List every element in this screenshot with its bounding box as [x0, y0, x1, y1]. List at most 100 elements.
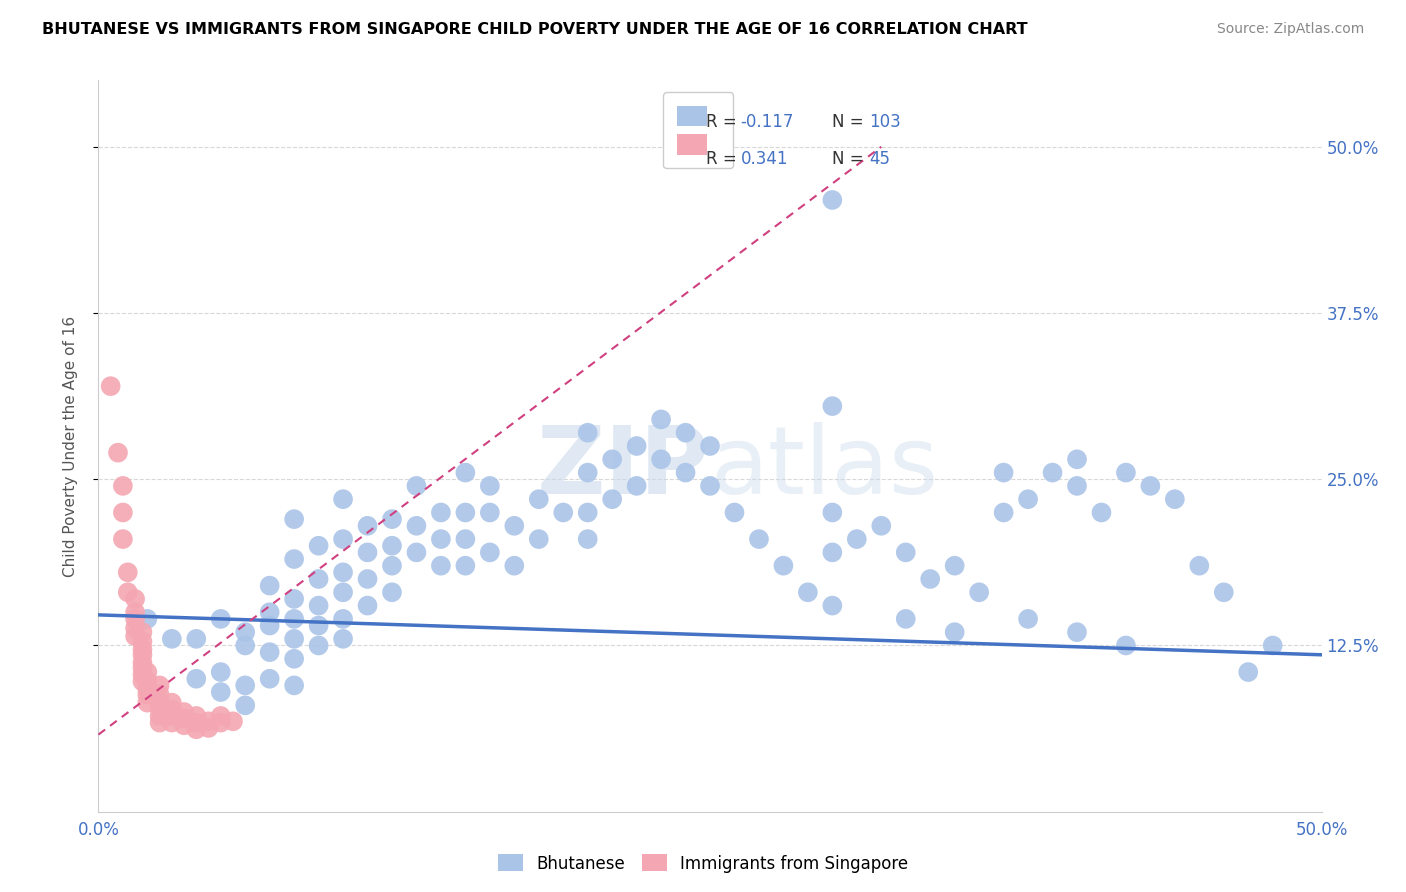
- Point: [675, 425, 697, 440]
- Point: [124, 629, 146, 643]
- Y-axis label: Child Poverty Under the Age of 16: Child Poverty Under the Age of 16: [63, 316, 77, 576]
- Point: [136, 696, 159, 710]
- Point: [173, 718, 195, 732]
- Point: [100, 379, 122, 393]
- Point: [136, 665, 159, 679]
- Point: [478, 545, 501, 559]
- Text: atlas: atlas: [710, 422, 938, 514]
- Point: [136, 688, 159, 702]
- Point: [1115, 639, 1137, 653]
- Point: [332, 612, 354, 626]
- Point: [430, 506, 453, 520]
- Point: [699, 439, 721, 453]
- Point: [600, 452, 623, 467]
- Text: N =: N =: [832, 113, 869, 131]
- Point: [283, 591, 305, 606]
- Point: [209, 685, 232, 699]
- Point: [308, 572, 330, 586]
- Point: [454, 558, 477, 573]
- Point: [111, 479, 134, 493]
- Point: [1066, 479, 1088, 493]
- Point: [1066, 625, 1088, 640]
- Point: [283, 512, 305, 526]
- Point: [1237, 665, 1260, 679]
- Text: BHUTANESE VS IMMIGRANTS FROM SINGAPORE CHILD POVERTY UNDER THE AGE OF 16 CORRELA: BHUTANESE VS IMMIGRANTS FROM SINGAPORE C…: [42, 22, 1028, 37]
- Point: [723, 506, 745, 520]
- Point: [124, 605, 146, 619]
- Text: ZIP: ZIP: [537, 422, 710, 514]
- Point: [308, 618, 330, 632]
- Point: [332, 632, 354, 646]
- Point: [283, 612, 305, 626]
- Point: [943, 558, 966, 573]
- Point: [186, 723, 208, 737]
- Point: [149, 701, 172, 715]
- Point: [797, 585, 820, 599]
- Point: [503, 558, 526, 573]
- Point: [173, 712, 195, 726]
- Point: [186, 709, 208, 723]
- Point: [1017, 492, 1039, 507]
- Point: [186, 672, 208, 686]
- Point: [430, 558, 453, 573]
- Point: [626, 439, 648, 453]
- Point: [821, 399, 844, 413]
- Point: [626, 479, 648, 493]
- Point: [124, 591, 146, 606]
- Point: [259, 672, 281, 686]
- Point: [160, 715, 183, 730]
- Point: [160, 632, 183, 646]
- Point: [259, 605, 281, 619]
- Point: [136, 612, 159, 626]
- Text: 45: 45: [869, 150, 890, 168]
- Point: [332, 585, 354, 599]
- Point: [845, 532, 868, 546]
- Point: [454, 532, 477, 546]
- Point: [821, 506, 844, 520]
- Point: [173, 705, 195, 719]
- Point: [503, 518, 526, 533]
- Point: [1090, 506, 1112, 520]
- Point: [124, 612, 146, 626]
- Point: [131, 634, 153, 648]
- Point: [821, 599, 844, 613]
- Point: [149, 696, 172, 710]
- Point: [454, 466, 477, 480]
- Point: [131, 674, 153, 689]
- Point: [332, 492, 354, 507]
- Point: [209, 612, 232, 626]
- Point: [111, 506, 134, 520]
- Point: [356, 572, 378, 586]
- Point: [283, 552, 305, 566]
- Point: [332, 532, 354, 546]
- Point: [381, 585, 404, 599]
- Point: [259, 618, 281, 632]
- Point: [117, 585, 139, 599]
- Point: [381, 512, 404, 526]
- Point: [131, 656, 153, 670]
- Point: [197, 721, 219, 735]
- Point: [149, 678, 172, 692]
- Point: [233, 625, 256, 640]
- Point: [454, 506, 477, 520]
- Point: [308, 539, 330, 553]
- Point: [405, 479, 427, 493]
- Point: [478, 506, 501, 520]
- Point: [772, 558, 794, 573]
- Point: [131, 648, 153, 662]
- Point: [943, 625, 966, 640]
- Point: [233, 698, 256, 713]
- Point: [136, 682, 159, 697]
- Point: [186, 632, 208, 646]
- Point: [576, 506, 599, 520]
- Point: [1139, 479, 1161, 493]
- Point: [131, 667, 153, 681]
- Point: [821, 193, 844, 207]
- Point: [160, 696, 183, 710]
- Point: [209, 709, 232, 723]
- Point: [821, 545, 844, 559]
- Point: [356, 599, 378, 613]
- Point: [527, 492, 550, 507]
- Point: [1164, 492, 1187, 507]
- Point: [600, 492, 623, 507]
